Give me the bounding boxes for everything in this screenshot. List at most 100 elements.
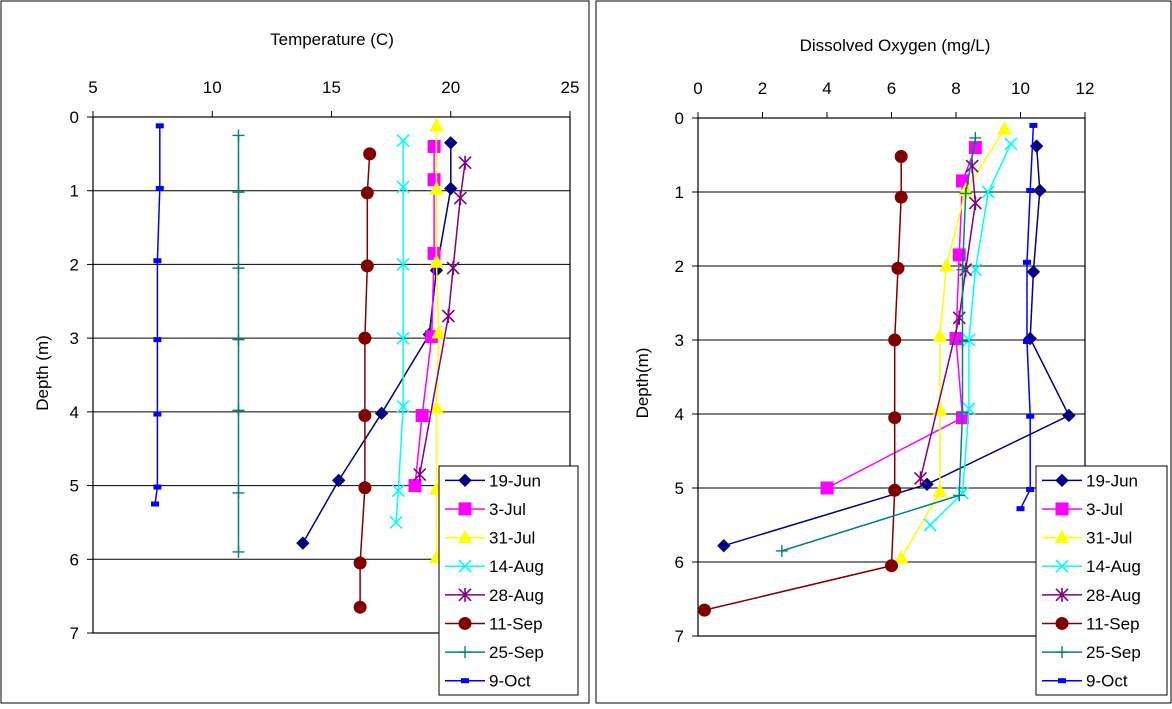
temperature-data-point bbox=[363, 147, 377, 161]
temperature-data-point bbox=[232, 333, 245, 346]
oxygen-legend-label: 3-Jul bbox=[1086, 500, 1123, 519]
temperature-data-point bbox=[232, 486, 245, 499]
oxygen-legend-swatch-marker bbox=[1055, 473, 1069, 488]
temperature-chart: Temperature (C) Depth (m) 5 10 15 20 25 0 1 2 3 4… bbox=[33, 30, 580, 696]
oxygen-x-tick-label: 12 bbox=[1076, 79, 1095, 98]
temperature-x-tick-label: 25 bbox=[561, 78, 580, 97]
oxygen-data-point bbox=[956, 263, 969, 276]
temperature-legend-item: 31-Jul bbox=[445, 529, 535, 548]
temperature-data-point bbox=[446, 261, 460, 276]
temperature-data-point bbox=[427, 139, 441, 153]
temperature-data-point bbox=[427, 173, 441, 187]
temperature-data-point bbox=[391, 484, 405, 498]
oxygen-series-19-Jun bbox=[717, 139, 1076, 553]
temperature-legend-swatch-marker bbox=[458, 559, 472, 573]
temperature-data-point bbox=[374, 406, 389, 421]
temperature-legend-label: 11-Sep bbox=[489, 614, 543, 633]
temperature-y-tick-label: 4 bbox=[70, 403, 79, 422]
temperature-legend-label: 31-Jul bbox=[489, 529, 535, 548]
temperature-data-point bbox=[444, 181, 458, 196]
oxygen-data-point bbox=[1004, 137, 1018, 151]
oxygen-data-point bbox=[1022, 338, 1031, 344]
temperature-data-point bbox=[444, 136, 458, 150]
temperature-data-point bbox=[358, 409, 372, 423]
oxygen-data-point bbox=[893, 550, 909, 564]
temperature-legend-swatch-marker bbox=[459, 646, 471, 659]
temperature-data-point bbox=[429, 117, 444, 132]
oxygen-data-point bbox=[949, 332, 963, 346]
oxygen-data-point bbox=[969, 131, 982, 144]
temperature-series-28-Aug bbox=[413, 155, 472, 482]
oxygen-legend-item: 28-Aug bbox=[1042, 586, 1141, 605]
temperature-data-point bbox=[155, 186, 164, 192]
oxygen-legend-swatch-marker bbox=[1058, 678, 1066, 684]
temperature-data-point bbox=[153, 337, 162, 343]
temperature-legend-item: 19-Jun bbox=[445, 471, 541, 490]
temperature-data-point bbox=[360, 259, 374, 273]
oxygen-data-point bbox=[997, 121, 1012, 135]
oxygen-data-point bbox=[981, 185, 995, 199]
temperature-legend-item: 28-Aug bbox=[445, 586, 544, 605]
oxygen-data-point bbox=[955, 486, 970, 500]
oxygen-data-point bbox=[775, 544, 788, 557]
oxygen-legend-label: 11-Sep bbox=[1086, 614, 1140, 633]
oxygen-y-tick-label: 6 bbox=[675, 553, 684, 572]
temperature-data-point bbox=[396, 400, 410, 414]
temperature-data-point bbox=[296, 536, 310, 550]
temperature-data-point bbox=[458, 155, 472, 170]
temperature-y-tick-label: 3 bbox=[70, 329, 79, 348]
oxygen-data-point bbox=[894, 190, 908, 204]
oxygen-data-point bbox=[1026, 486, 1035, 492]
temperature-y-tick-label: 2 bbox=[70, 255, 79, 274]
oxygen-y-tick-label: 2 bbox=[675, 257, 684, 276]
temperature-legend-swatch-marker bbox=[458, 502, 472, 516]
oxygen-data-point bbox=[820, 481, 834, 495]
temperature-data-point bbox=[358, 481, 372, 495]
oxygen-legend-label: 28-Aug bbox=[1086, 586, 1141, 605]
oxygen-series-11-Sep bbox=[697, 149, 908, 617]
temperature-legend-swatch-marker bbox=[461, 678, 469, 684]
oxygen-legend-label: 31-Jul bbox=[1086, 529, 1132, 548]
temperature-legend-swatch-marker bbox=[458, 473, 472, 488]
oxygen-data-point bbox=[1026, 265, 1041, 279]
temperature-data-point bbox=[396, 331, 410, 345]
oxygen-y-axis-label: Depth(m) bbox=[633, 348, 652, 419]
temperature-x-tick-label: 20 bbox=[441, 78, 460, 97]
temperature-legend-item: 11-Sep bbox=[445, 614, 543, 633]
oxygen-legend-label: 25-Sep bbox=[1086, 643, 1141, 662]
oxygen-legend-swatch-marker bbox=[1055, 587, 1069, 602]
temperature-data-point bbox=[413, 467, 427, 482]
oxygen-data-point bbox=[932, 483, 948, 498]
temperature-y-tick-label: 6 bbox=[70, 550, 79, 569]
temperature-data-point bbox=[153, 258, 162, 264]
oxygen-legend-swatch-marker bbox=[1054, 529, 1070, 544]
temperature-data-point bbox=[151, 501, 160, 507]
temperature-data-point bbox=[429, 181, 444, 195]
oxygen-data-point bbox=[1026, 188, 1035, 194]
oxygen-series-25-Sep bbox=[775, 131, 982, 557]
temperature-chart-title: Temperature (C) bbox=[270, 30, 394, 49]
oxygen-data-point bbox=[923, 518, 937, 532]
oxygen-y-tick-label: 0 bbox=[675, 109, 684, 128]
temperature-legend-label: 19-Jun bbox=[489, 471, 541, 490]
temperature-data-point bbox=[429, 254, 444, 268]
oxygen-data-point bbox=[1033, 183, 1047, 198]
oxygen-chart: Dissolved Oxygen (mg/L) Depth(m) 0 2 4 6 8 10… bbox=[633, 36, 1168, 696]
oxygen-legend-swatch-marker bbox=[1055, 616, 1069, 630]
temperature-legend-swatch-marker bbox=[458, 616, 472, 630]
oxygen-legend-item: 31-Jul bbox=[1042, 529, 1132, 548]
oxygen-x-tick-label: 4 bbox=[822, 79, 831, 98]
temperature-data-point bbox=[358, 331, 372, 345]
oxygen-legend-swatch-marker bbox=[1055, 559, 1069, 573]
oxygen-data-point bbox=[956, 335, 969, 348]
temperature-y-tick-label: 5 bbox=[70, 477, 79, 496]
temperature-legend-item: 25-Sep bbox=[445, 643, 544, 662]
temperature-legend-swatch-marker bbox=[457, 529, 473, 544]
oxygen-data-point bbox=[932, 328, 948, 342]
oxygen-legend-swatch-marker bbox=[1055, 502, 1069, 516]
oxygen-series-line bbox=[704, 156, 902, 611]
oxygen-legend-item: 25-Sep bbox=[1042, 643, 1141, 662]
temperature-series-25-Sep bbox=[232, 129, 245, 558]
